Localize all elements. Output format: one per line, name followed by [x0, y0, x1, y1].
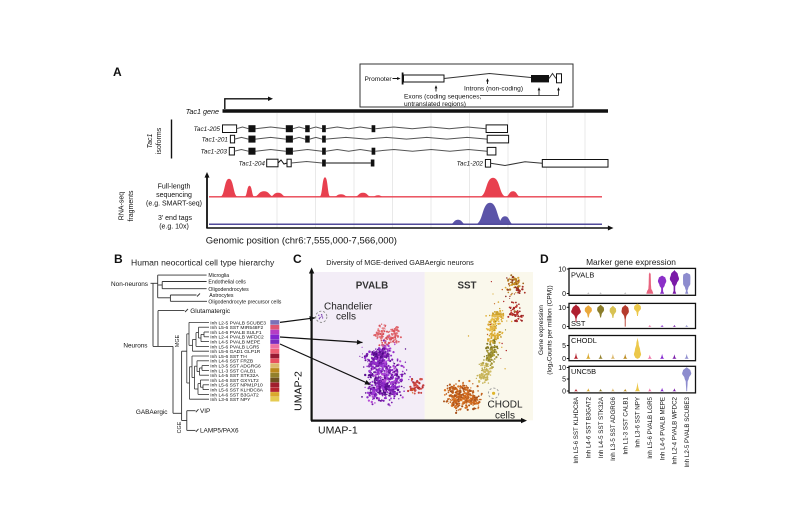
svg-text:Inh L5-6 SST KLHDC8A: Inh L5-6 SST KLHDC8A — [210, 388, 263, 394]
svg-text:Inh L5-6 SST MIR548F2: Inh L5-6 SST MIR548F2 — [210, 325, 263, 331]
svg-text:GABAergic: GABAergic — [136, 409, 168, 416]
svg-text:untranslated regions): untranslated regions) — [404, 101, 466, 108]
svg-text:PVALB: PVALB — [571, 271, 594, 280]
svg-text:LAMP5/PAX6: LAMP5/PAX6 — [200, 428, 239, 435]
svg-text:10: 10 — [558, 305, 566, 312]
svg-text:Glutamatergic: Glutamatergic — [190, 308, 231, 315]
svg-text:Inh L5-6 PVALB LGR5: Inh L5-6 PVALB LGR5 — [647, 396, 654, 458]
svg-text:Tac1-203: Tac1-203 — [201, 149, 228, 156]
svg-text:fragments: fragments — [128, 190, 135, 222]
svg-text:3' end tags: 3' end tags — [158, 215, 193, 222]
svg-text:Non-neurons: Non-neurons — [111, 281, 148, 288]
svg-text:(log₂Counts per million (CPM)): (log₂Counts per million (CPM)) — [547, 285, 554, 374]
svg-text:Inh L4-5 SST STK32A: Inh L4-5 SST STK32A — [210, 373, 259, 379]
svg-text:Inh L5-6 SST NPM1P10: Inh L5-6 SST NPM1P10 — [210, 383, 263, 389]
svg-text:Marker gene expression: Marker gene expression — [586, 257, 676, 267]
svg-text:Inh L3-5 SST ADGRG6: Inh L3-5 SST ADGRG6 — [210, 364, 261, 370]
svg-text:CHODL: CHODL — [488, 399, 523, 410]
svg-text:Tac1 gene: Tac1 gene — [186, 107, 219, 116]
svg-text:0: 0 — [562, 388, 566, 395]
svg-text:(e.g. 10x): (e.g. 10x) — [159, 224, 189, 231]
svg-text:Human neocortical cell type hi: Human neocortical cell type hierarchy — [131, 258, 275, 268]
svg-text:cells: cells — [336, 312, 356, 323]
svg-text:Oligodendrocyte precursor cell: Oligodendrocyte precursor cells — [208, 299, 281, 305]
svg-text:Inh L3-6 SST NPY: Inh L3-6 SST NPY — [635, 397, 642, 448]
svg-text:SST: SST — [457, 281, 476, 292]
svg-text:Gene expression: Gene expression — [538, 305, 545, 355]
svg-text:0: 0 — [562, 324, 566, 331]
svg-text:Inh L2-5 PVALB SCUBE3: Inh L2-5 PVALB SCUBE3 — [684, 396, 691, 467]
svg-text:Inh L4-6 PVALB SULF1: Inh L4-6 PVALB SULF1 — [210, 330, 262, 336]
svg-text:Neurons: Neurons — [123, 343, 147, 350]
svg-text:0: 0 — [562, 356, 566, 363]
svg-text:Tac1: Tac1 — [147, 133, 154, 148]
svg-text:Inh L5-6 SST KLHDC8A: Inh L5-6 SST KLHDC8A — [573, 396, 580, 463]
svg-text:Astrocytes: Astrocytes — [209, 293, 234, 299]
svg-text:SST: SST — [571, 319, 586, 328]
svg-text:cells: cells — [495, 411, 515, 422]
svg-text:C: C — [293, 252, 302, 266]
svg-text:5: 5 — [562, 343, 566, 350]
svg-text:A: A — [113, 65, 122, 79]
svg-text:CGE: CGE — [177, 421, 183, 433]
svg-text:Tac1-201: Tac1-201 — [202, 136, 229, 143]
svg-text:Promoter: Promoter — [365, 76, 393, 83]
svg-text:(e.g. SMART-seq): (e.g. SMART-seq) — [146, 200, 202, 207]
svg-text:Microglia: Microglia — [208, 273, 229, 279]
svg-text:Inh L4-6 PVALB MEPE: Inh L4-6 PVALB MEPE — [659, 397, 666, 460]
svg-text:B: B — [114, 252, 123, 266]
svg-text:RNA-seq: RNA-seq — [119, 192, 126, 221]
svg-text:UMAP-2: UMAP-2 — [293, 371, 305, 411]
svg-text:Genomic position (chr6:7,555,0: Genomic position (chr6:7,555,000-7,566,0… — [206, 236, 397, 247]
svg-text:Inh L3-5 SST ADGRG6: Inh L3-5 SST ADGRG6 — [610, 396, 617, 460]
svg-text:Inh L4-6 SST B3GAT2: Inh L4-6 SST B3GAT2 — [586, 396, 593, 458]
svg-text:10: 10 — [558, 267, 566, 274]
svg-text:10: 10 — [558, 365, 566, 372]
svg-text:PVALB: PVALB — [356, 281, 388, 292]
svg-text:Chandelier: Chandelier — [324, 301, 373, 312]
svg-text:Exons (coding sequences,: Exons (coding sequences, — [404, 94, 482, 101]
svg-text:UNC5B: UNC5B — [571, 367, 596, 376]
svg-text:Tac1-204: Tac1-204 — [239, 160, 266, 167]
svg-text:Inh L5-6 GAD1 GLP1R: Inh L5-6 GAD1 GLP1R — [210, 349, 260, 355]
svg-text:Oligodendrocytes: Oligodendrocytes — [208, 287, 249, 293]
svg-text:Endothelial cells: Endothelial cells — [208, 280, 246, 286]
svg-text:D: D — [540, 252, 549, 266]
svg-text:VIP: VIP — [200, 408, 210, 415]
svg-text:MGE: MGE — [175, 334, 181, 347]
svg-text:Inh L4-6 SST B3GAT2: Inh L4-6 SST B3GAT2 — [210, 392, 259, 398]
svg-text:Inh L1-3 SST CALB1: Inh L1-3 SST CALB1 — [210, 368, 256, 374]
svg-text:Inh L2-4 PVALB WFDC2: Inh L2-4 PVALB WFDC2 — [210, 335, 264, 341]
svg-text:Full-length: Full-length — [158, 183, 191, 190]
svg-text:UMAP-1: UMAP-1 — [318, 424, 358, 436]
svg-text:Inh L2-4 PVALB WFDC2: Inh L2-4 PVALB WFDC2 — [672, 396, 679, 464]
svg-text:Inh L2-5 PVALB SCUBE3: Inh L2-5 PVALB SCUBE3 — [210, 320, 266, 326]
svg-text:sequencing: sequencing — [156, 192, 192, 199]
svg-text:Inh L4-6 SST FRZB: Inh L4-6 SST FRZB — [210, 359, 253, 365]
svg-text:Inh L4-6 SST GXYLT2: Inh L4-6 SST GXYLT2 — [210, 378, 259, 384]
svg-text:0: 0 — [562, 291, 566, 298]
svg-text:Inh L5-6 PVALB LGR5: Inh L5-6 PVALB LGR5 — [210, 344, 259, 350]
svg-text:CHODL: CHODL — [571, 336, 597, 345]
svg-text:Introns (non-coding): Introns (non-coding) — [464, 86, 523, 93]
svg-text:5: 5 — [562, 376, 566, 383]
svg-text:Inh L4-5 PVALB MEPE: Inh L4-5 PVALB MEPE — [210, 340, 261, 346]
svg-text:Inh L3-6 SST NPY: Inh L3-6 SST NPY — [210, 397, 251, 403]
svg-text:isoforms: isoforms — [156, 127, 163, 154]
svg-text:Tac1-202: Tac1-202 — [457, 161, 484, 168]
svg-text:Inh L4-5 SST STK32A: Inh L4-5 SST STK32A — [598, 396, 605, 458]
svg-text:Diversity of MGE-derived GABAe: Diversity of MGE-derived GABAergic neuro… — [326, 258, 474, 267]
svg-text:Inh L1-3 SST CALB1: Inh L1-3 SST CALB1 — [622, 396, 629, 454]
svg-text:Tac1-205: Tac1-205 — [194, 126, 221, 133]
svg-text:Inh L5-6 SST TH: Inh L5-6 SST TH — [210, 354, 247, 360]
